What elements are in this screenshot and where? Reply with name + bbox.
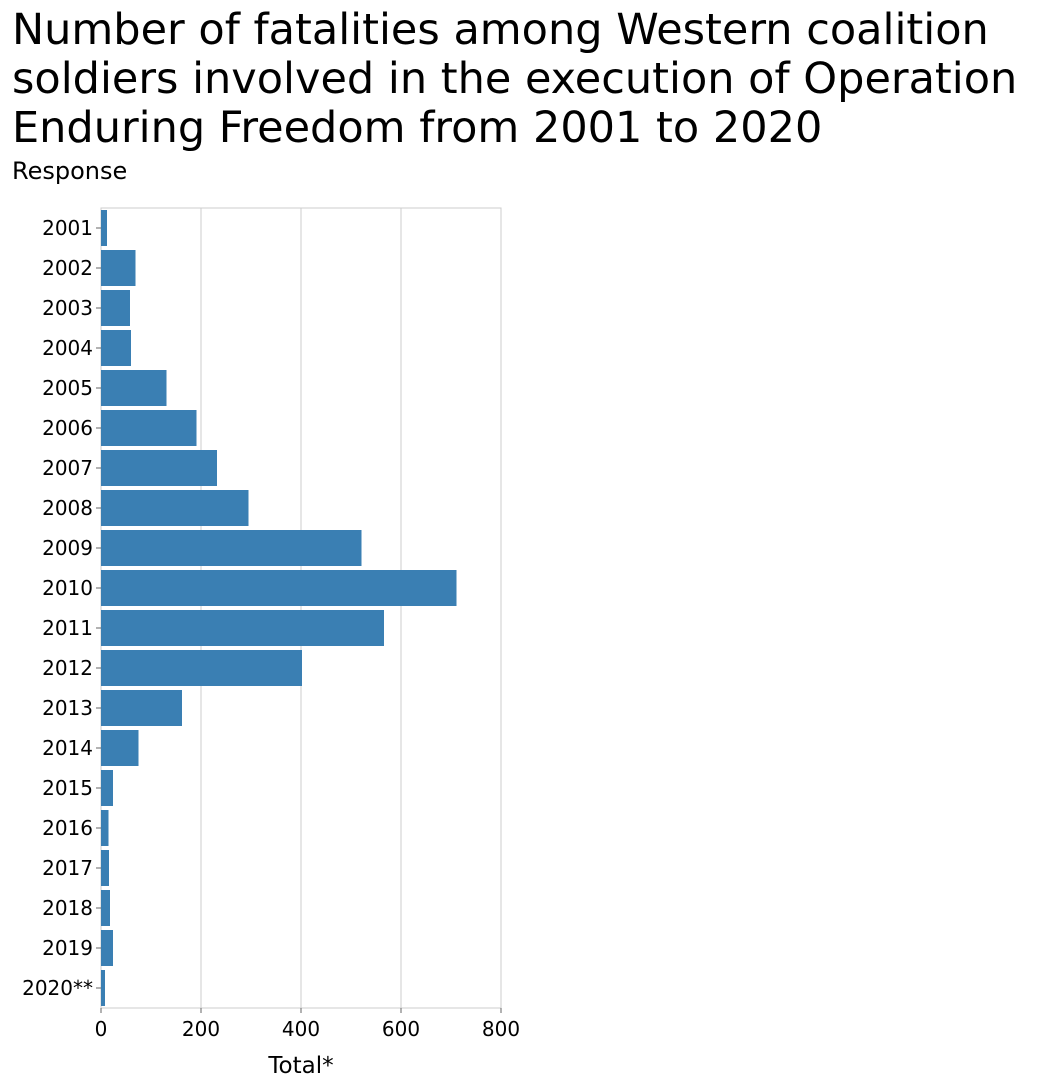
bar-2012	[101, 650, 302, 686]
y-tick-label: 2013	[42, 696, 93, 720]
bar-2005	[101, 370, 167, 406]
y-tick-label: 2016	[42, 816, 93, 840]
y-tick-label: 2001	[42, 216, 93, 240]
bar-2020	[101, 970, 105, 1006]
y-tick-label: 2009	[42, 536, 93, 560]
y-tick-label: 2004	[42, 336, 93, 360]
x-tick-label: 200	[182, 1017, 220, 1041]
y-tick-label: 2011	[42, 616, 93, 640]
y-tick-label: 2012	[42, 656, 93, 680]
bar-2002	[101, 250, 136, 286]
x-axis-title: Total*	[267, 1053, 333, 1079]
bar-2001	[101, 210, 107, 246]
y-tick-label: 2007	[42, 456, 93, 480]
y-tick-label: 2005	[42, 376, 93, 400]
bar-2009	[101, 530, 362, 566]
x-tick-label: 400	[282, 1017, 320, 1041]
bar-2003	[101, 290, 130, 326]
bar-2016	[101, 810, 109, 846]
bar-2017	[101, 850, 109, 886]
y-tick-label: 2020**	[22, 976, 93, 1000]
bar-2004	[101, 330, 131, 366]
bar-2018	[101, 890, 110, 926]
y-tick-label: 2010	[42, 576, 93, 600]
bar-2008	[101, 490, 249, 526]
bar-2019	[101, 930, 113, 966]
gridlines	[100, 208, 502, 1008]
x-axis-tick-labels: 0 200 400 600 800	[95, 1008, 520, 1041]
x-tick-label: 0	[95, 1017, 108, 1041]
chart-title: Number of fatalities among Western coali…	[12, 5, 1018, 153]
x-tick-label: 600	[382, 1017, 420, 1041]
y-axis-tick-labels: 2001 2002 2003 2004 2005 2006 2007 2008 2009 2010…	[22, 216, 101, 1000]
bar-2007	[101, 450, 217, 486]
bar-2013	[101, 690, 182, 726]
y-tick-label: 2017	[42, 856, 93, 880]
y-tick-label: 2006	[42, 416, 93, 440]
y-tick-label: 2003	[42, 296, 93, 320]
y-tick-label: 2018	[42, 896, 93, 920]
y-tick-label: 2008	[42, 496, 93, 520]
chart-subtitle: Response	[12, 157, 128, 185]
bar-2014	[101, 730, 139, 766]
bar-2011	[101, 610, 384, 646]
y-tick-label: 2019	[42, 936, 93, 960]
y-tick-label: 2015	[42, 776, 93, 800]
y-tick-label: 2014	[42, 736, 93, 760]
bar-2015	[101, 770, 113, 806]
bars	[101, 210, 457, 1006]
bar-2010	[101, 570, 457, 606]
bar-2006	[101, 410, 197, 446]
x-tick-label: 800	[482, 1017, 520, 1041]
y-tick-label: 2002	[42, 256, 93, 280]
